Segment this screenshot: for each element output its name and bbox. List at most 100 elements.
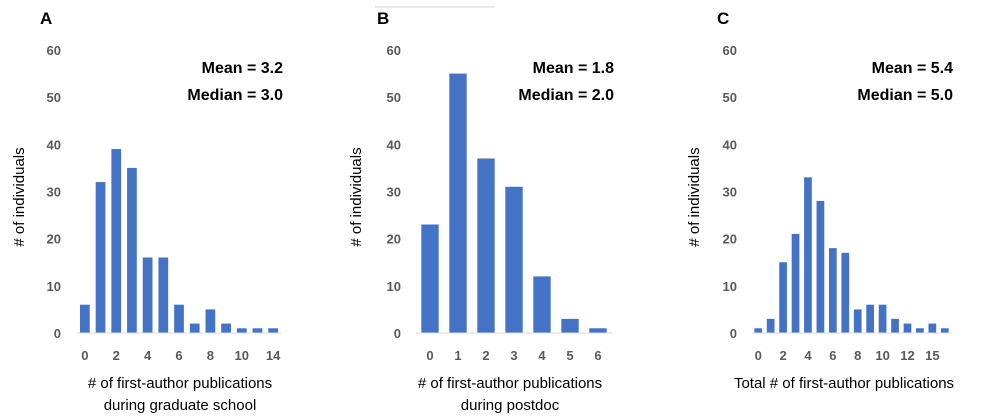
- median-annotation: Median = 3.0: [187, 87, 283, 104]
- bar-1: [449, 73, 467, 333]
- x-tick-label: 8: [854, 348, 861, 363]
- y-tick-label: 40: [47, 137, 61, 152]
- y-tick-label: 40: [387, 137, 401, 152]
- bar-12: [903, 323, 912, 333]
- bar-5: [816, 200, 825, 333]
- y-tick-label: 50: [387, 90, 401, 105]
- x-tick-label: 4: [144, 348, 152, 363]
- bar-11: [891, 318, 899, 333]
- x-tick-label: 12: [900, 348, 914, 363]
- mean-annotation: Mean = 3.2: [202, 60, 283, 77]
- bar-9: [221, 323, 231, 333]
- x-tick-label: 6: [594, 348, 601, 363]
- y-tick-label: 10: [723, 279, 737, 294]
- x-axis-title: # of first-author publications: [418, 375, 602, 392]
- y-tick-label: 60: [387, 43, 401, 58]
- x-axis-title: # of first-author publications: [88, 375, 272, 392]
- x-tick-label: 2: [779, 348, 786, 363]
- panel-c: C 0 10 20 30 40 50 60 # of individuals 0 2 4 6 8 10 12 1…: [686, 9, 954, 392]
- bar-2: [477, 158, 495, 333]
- bar-0: [79, 304, 90, 333]
- bar-5: [561, 318, 579, 333]
- median-annotation: Median = 5.0: [857, 87, 953, 104]
- bar-11: [252, 328, 263, 333]
- panel-b: B 0 10 20 30 40 50 60 # of individuals 0 1 2 3 4 5 6 # o…: [348, 9, 614, 414]
- panel-letter: C: [717, 9, 729, 28]
- x-tick-label: 10: [875, 348, 889, 363]
- x-tick-label: 1: [454, 348, 461, 363]
- bar-1: [95, 182, 106, 333]
- mean-annotation: Mean = 1.8: [533, 60, 614, 77]
- bar-4: [533, 276, 551, 333]
- bar-8: [853, 309, 862, 333]
- bar-2: [779, 262, 787, 333]
- x-axis-title: during postdoc: [461, 397, 560, 414]
- bar-13: [916, 328, 924, 333]
- mean-annotation: Mean = 5.4: [872, 60, 953, 77]
- y-axis-title: # of individuals: [348, 147, 365, 246]
- bar-6: [828, 248, 837, 333]
- bar-0: [754, 328, 763, 333]
- y-tick-label: 20: [387, 232, 401, 247]
- y-tick-label: 30: [387, 185, 401, 200]
- y-tick-label: 50: [723, 90, 737, 105]
- x-tick-label: 4: [538, 348, 546, 363]
- bar-5: [158, 257, 169, 333]
- x-tick-label: 0: [426, 348, 433, 363]
- x-tick-label: 5: [566, 348, 573, 363]
- bar-10: [878, 304, 887, 333]
- panel-a: A 0 10 20 30 40 50 60 # of individuals 0 2 4 6 8 10 14 #…: [11, 9, 283, 414]
- bar-3: [127, 167, 137, 333]
- y-tick-label: 20: [723, 232, 737, 247]
- bar-6: [589, 328, 607, 333]
- bar-15: [928, 323, 937, 333]
- x-tick-label: 10: [235, 348, 249, 363]
- bar-2: [111, 149, 122, 333]
- bar-10: [236, 328, 247, 333]
- x-axis-title: during graduate school: [104, 397, 257, 414]
- y-tick-label: 60: [723, 43, 737, 58]
- bar-6: [174, 304, 184, 333]
- y-tick-label: 50: [47, 90, 61, 105]
- x-tick-label: 0: [755, 348, 762, 363]
- y-tick-label: 40: [723, 137, 737, 152]
- y-tick-label: 60: [47, 43, 61, 58]
- x-tick-label: 6: [829, 348, 836, 363]
- y-tick-label: 10: [47, 279, 61, 294]
- x-axis-title: Total # of first-author publications: [734, 375, 954, 392]
- bar-7: [189, 323, 200, 333]
- x-tick-label: 15: [925, 348, 939, 363]
- bar-16: [940, 328, 949, 333]
- bar-14: [268, 328, 279, 333]
- y-tick-label: 10: [387, 279, 401, 294]
- x-tick-label: 2: [482, 348, 489, 363]
- x-tick-label: 6: [175, 348, 182, 363]
- bar-3: [791, 233, 800, 333]
- y-tick-label: 0: [730, 326, 737, 341]
- y-tick-label: 30: [47, 185, 61, 200]
- y-tick-label: 0: [54, 326, 61, 341]
- y-axis-title: # of individuals: [686, 147, 703, 246]
- panel-letter: A: [40, 9, 52, 28]
- panel-letter: B: [377, 9, 389, 28]
- y-tick-label: 30: [723, 185, 737, 200]
- y-tick-label: 0: [394, 326, 401, 341]
- x-tick-label: 3: [510, 348, 517, 363]
- x-tick-label: 14: [266, 348, 281, 363]
- y-axis-title: # of individuals: [11, 147, 28, 246]
- x-tick-label: 2: [113, 348, 120, 363]
- x-tick-label: 4: [804, 348, 812, 363]
- median-annotation: Median = 2.0: [518, 87, 614, 104]
- bar-8: [205, 309, 216, 333]
- x-tick-label: 0: [81, 348, 88, 363]
- bar-3: [505, 186, 523, 333]
- bar-0: [421, 224, 439, 333]
- bar-9: [866, 304, 875, 333]
- bar-4: [804, 177, 812, 333]
- bar-7: [841, 252, 850, 333]
- bar-4: [142, 257, 153, 333]
- x-tick-label: 8: [207, 348, 214, 363]
- bar-1: [766, 318, 775, 333]
